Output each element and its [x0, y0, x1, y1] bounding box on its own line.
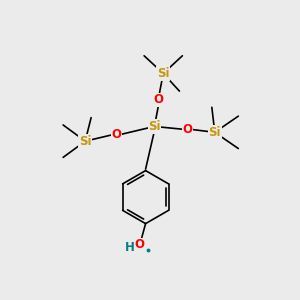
Text: O: O — [111, 128, 121, 141]
Text: H: H — [124, 241, 134, 254]
Text: O: O — [135, 238, 145, 251]
Text: Si: Si — [79, 135, 92, 148]
Text: Si: Si — [148, 120, 161, 133]
Text: Si: Si — [208, 126, 221, 139]
Text: Si: Si — [157, 67, 169, 80]
Text: O: O — [154, 93, 164, 106]
Text: O: O — [183, 123, 193, 136]
